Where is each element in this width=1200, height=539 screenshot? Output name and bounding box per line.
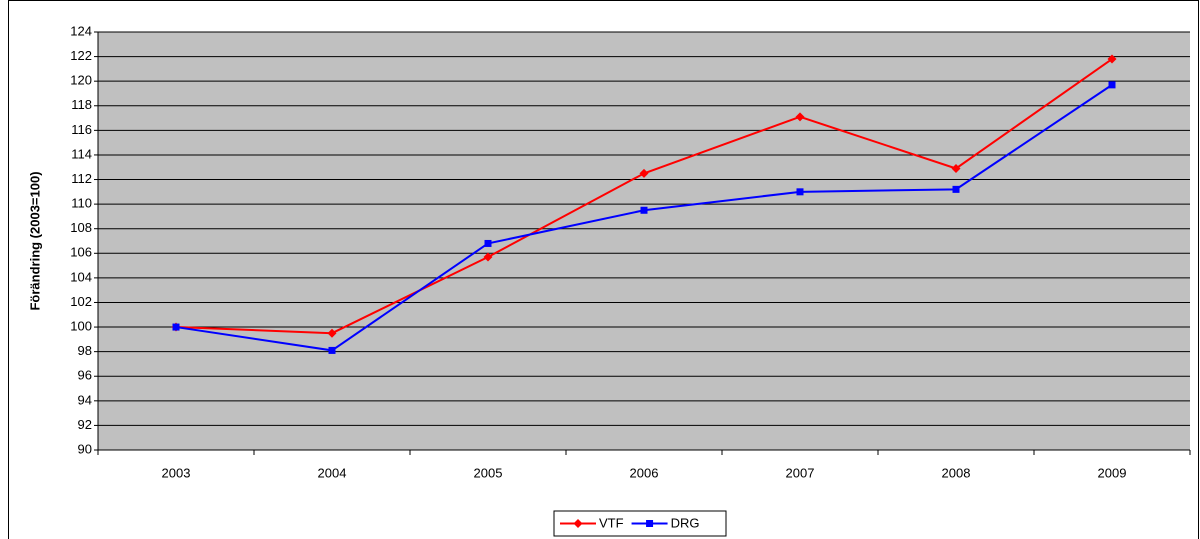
y-axis-label: Förändring (2003=100) (27, 171, 42, 310)
y-tick-label: 116 (71, 122, 92, 137)
x-tick-label: 2005 (474, 465, 503, 480)
marker (796, 188, 804, 196)
x-tick-label: 2009 (1098, 465, 1127, 480)
y-tick-label: 90 (78, 441, 92, 456)
y-tick-label: 112 (71, 171, 92, 186)
y-tick-label: 102 (70, 294, 92, 309)
y-tick-label: 122 (70, 48, 92, 63)
marker (951, 163, 961, 173)
marker (640, 206, 648, 214)
marker (328, 346, 336, 354)
y-tick-label: 92 (78, 417, 92, 432)
y-tick-label: 108 (70, 220, 92, 235)
y-tick-label: 120 (70, 73, 92, 88)
marker (646, 520, 654, 527)
y-tick-label: 106 (70, 245, 92, 260)
legend-label: VTF (599, 515, 624, 530)
marker (639, 168, 649, 178)
y-tick-label: 110 (71, 196, 92, 211)
y-tick-label: 114 (71, 146, 92, 161)
x-tick-label: 2003 (162, 465, 191, 480)
plot-area (98, 32, 1190, 450)
y-tick-label: 96 (78, 368, 92, 383)
y-tick-label: 104 (70, 269, 92, 284)
marker (327, 328, 337, 338)
marker (484, 239, 492, 247)
y-tick-label: 98 (78, 343, 92, 358)
y-tick-label: 94 (78, 392, 92, 407)
y-tick-label: 118 (71, 97, 92, 112)
x-tick-label: 2006 (630, 465, 659, 480)
x-tick-label: 2007 (786, 465, 815, 480)
y-tick-label: 100 (70, 318, 92, 333)
marker (1108, 81, 1116, 89)
marker (1107, 54, 1117, 64)
marker (483, 252, 493, 262)
marker (795, 112, 805, 122)
marker (952, 185, 960, 193)
marker (573, 519, 583, 528)
marker (172, 323, 180, 331)
y-tick-label: 124 (70, 23, 92, 38)
x-tick-label: 2004 (318, 465, 347, 480)
legend-label: DRG (671, 515, 700, 530)
x-tick-label: 2008 (942, 465, 971, 480)
